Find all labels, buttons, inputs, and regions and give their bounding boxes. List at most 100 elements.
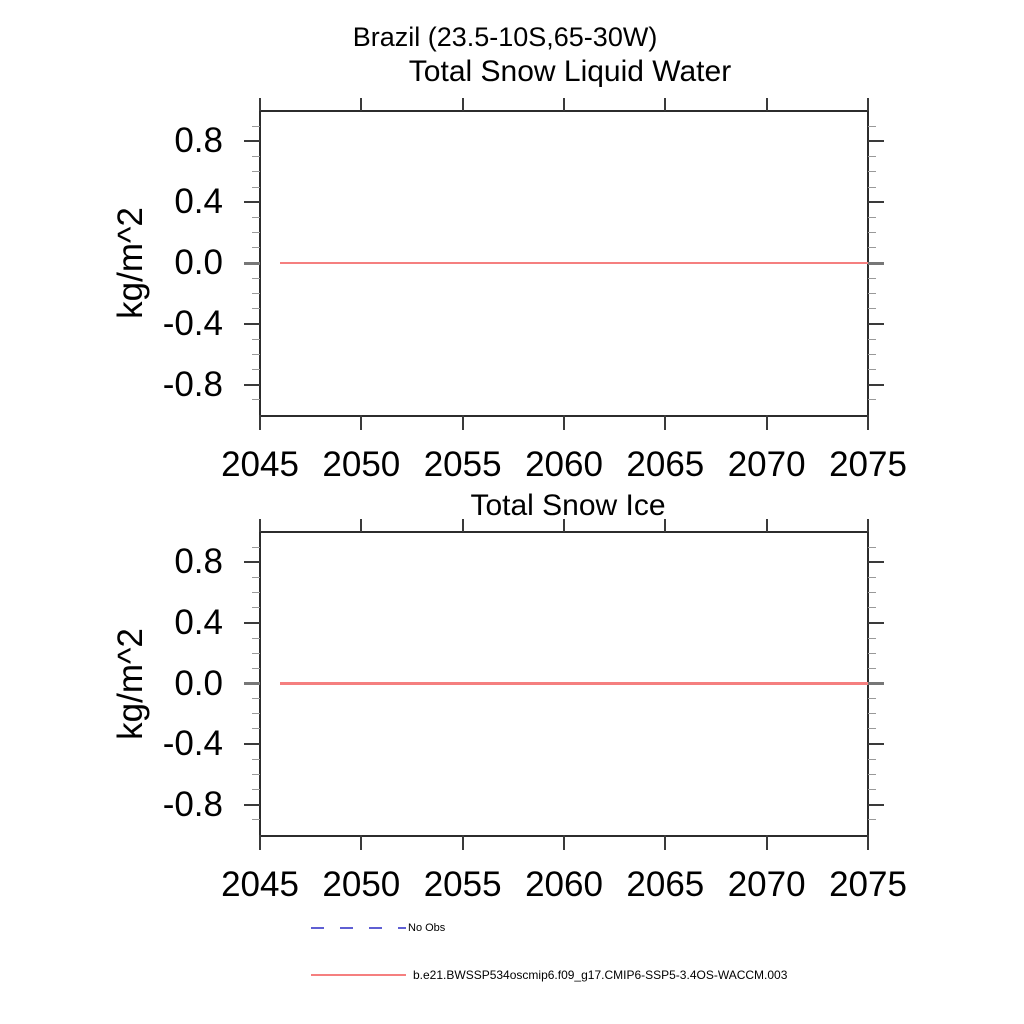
panel2-title: Total Snow Ice bbox=[470, 489, 666, 522]
y-minor-tick-left bbox=[252, 713, 260, 715]
x-major-tick-bottom bbox=[563, 835, 565, 850]
y-major-tick-left bbox=[244, 682, 260, 685]
y-minor-tick-right bbox=[868, 592, 876, 594]
y-major-tick-left bbox=[244, 261, 260, 265]
y-major-tick-right bbox=[868, 383, 884, 386]
x-tick-label: 2050 bbox=[322, 445, 401, 484]
y-minor-tick-right bbox=[868, 125, 876, 127]
x-major-tick-top bbox=[563, 519, 565, 532]
series-line-2 bbox=[280, 682, 868, 685]
y-minor-tick-left bbox=[252, 773, 260, 775]
region-title: Brazil (23.5-10S,65-30W) bbox=[352, 22, 658, 52]
x-tick-label: 2075 bbox=[829, 445, 907, 484]
y-tick-label: -0.4 bbox=[162, 303, 223, 343]
y-major-tick-left bbox=[244, 561, 260, 564]
x-major-tick-top bbox=[664, 98, 667, 111]
x-tick-label: 2060 bbox=[525, 445, 603, 484]
y-minor-tick-left bbox=[252, 277, 260, 279]
x-major-tick-top bbox=[259, 519, 261, 532]
y-minor-tick-left bbox=[252, 292, 260, 294]
y-tick-label: -0.8 bbox=[162, 364, 223, 404]
x-major-tick-top bbox=[765, 519, 768, 532]
y-major-tick-left bbox=[244, 803, 260, 806]
y-tick-label: -0.8 bbox=[162, 784, 223, 824]
y-major-tick-right bbox=[868, 561, 884, 564]
y-tick-label: 0.0 bbox=[174, 663, 223, 703]
y-minor-tick-left bbox=[252, 789, 260, 791]
x-tick-label: 2065 bbox=[626, 865, 705, 904]
y-minor-tick-right bbox=[868, 773, 876, 775]
y-minor-tick-right bbox=[868, 698, 876, 700]
x-major-tick-bottom bbox=[867, 415, 869, 430]
x-tick-label: 2075 bbox=[829, 865, 907, 904]
y-major-tick-right bbox=[868, 201, 884, 204]
y-minor-tick-left bbox=[252, 216, 260, 218]
no-obs-dashed-line bbox=[311, 927, 406, 929]
y-minor-tick-right bbox=[868, 399, 876, 401]
y-major-tick-right bbox=[868, 621, 884, 624]
x-major-tick-bottom bbox=[360, 835, 363, 850]
y-minor-tick-right bbox=[868, 308, 876, 310]
x-tick-label: 2065 bbox=[626, 445, 705, 484]
y-minor-tick-left bbox=[252, 592, 260, 594]
x-major-tick-top bbox=[867, 519, 869, 532]
x-tick-label: 2070 bbox=[727, 865, 806, 904]
y-minor-tick-left bbox=[252, 338, 260, 340]
y-major-tick-left bbox=[244, 201, 260, 204]
legend-label-no-obs: No Obs bbox=[408, 922, 446, 934]
x-major-tick-top bbox=[360, 98, 363, 111]
y-minor-tick-left bbox=[252, 368, 260, 370]
x-tick-label: 2055 bbox=[423, 865, 502, 904]
x-major-tick-bottom bbox=[259, 835, 261, 850]
y-minor-tick-left bbox=[252, 232, 260, 234]
x-major-tick-bottom bbox=[867, 835, 869, 850]
y-minor-tick-right bbox=[868, 576, 876, 578]
y-major-tick-left bbox=[244, 322, 260, 325]
y-major-tick-right bbox=[868, 743, 884, 746]
y-tick-label: -0.4 bbox=[162, 724, 223, 764]
y-minor-tick-right bbox=[868, 789, 876, 791]
panel1-title: Total Snow Liquid Water bbox=[408, 55, 732, 88]
y-minor-tick-right bbox=[868, 338, 876, 340]
x-major-tick-top bbox=[259, 98, 261, 111]
y-minor-tick-left bbox=[252, 607, 260, 609]
x-major-tick-bottom bbox=[461, 835, 464, 850]
y-minor-tick-left bbox=[252, 125, 260, 127]
y-minor-tick-left bbox=[252, 247, 260, 249]
y-major-tick-left bbox=[244, 140, 260, 143]
x-major-tick-top bbox=[765, 98, 768, 111]
y-major-tick-left bbox=[244, 383, 260, 386]
y-minor-tick-left bbox=[252, 186, 260, 188]
x-major-tick-bottom bbox=[360, 415, 363, 430]
x-major-tick-bottom bbox=[664, 835, 667, 850]
x-major-tick-bottom bbox=[563, 415, 565, 430]
y-minor-tick-right bbox=[868, 667, 876, 669]
y-minor-tick-right bbox=[868, 652, 876, 654]
y-tick-label: 0.8 bbox=[174, 121, 223, 161]
y-major-tick-left bbox=[244, 621, 260, 624]
x-major-tick-top bbox=[664, 519, 667, 532]
y-minor-tick-right bbox=[868, 277, 876, 279]
y-minor-tick-right bbox=[868, 156, 876, 158]
y-minor-tick-left bbox=[252, 576, 260, 578]
y-minor-tick-left bbox=[252, 353, 260, 355]
y-minor-tick-left bbox=[252, 698, 260, 700]
y-minor-tick-left bbox=[252, 728, 260, 730]
x-tick-label: 2045 bbox=[221, 865, 299, 904]
y-major-tick-right bbox=[868, 803, 884, 806]
y-tick-label: 0.4 bbox=[174, 602, 223, 642]
y-major-tick-right bbox=[868, 261, 884, 265]
y-minor-tick-left bbox=[252, 156, 260, 158]
y-minor-tick-right bbox=[868, 546, 876, 548]
y-minor-tick-right bbox=[868, 247, 876, 249]
y-minor-tick-right bbox=[868, 758, 876, 760]
y-minor-tick-left bbox=[252, 399, 260, 401]
y-minor-tick-left bbox=[252, 819, 260, 821]
y-minor-tick-right bbox=[868, 713, 876, 715]
y-tick-label: 0.8 bbox=[174, 542, 223, 582]
y-minor-tick-left bbox=[252, 652, 260, 654]
x-tick-label: 2055 bbox=[423, 445, 502, 484]
